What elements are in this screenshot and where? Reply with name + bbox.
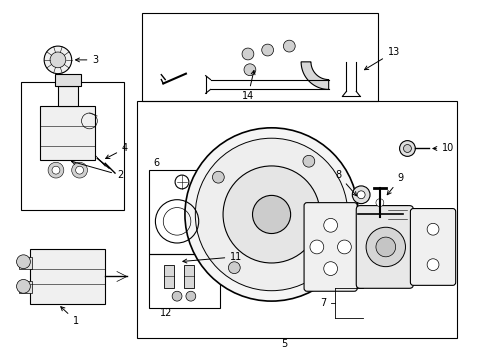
Circle shape <box>337 240 350 254</box>
Circle shape <box>184 128 358 301</box>
Bar <box>149 170 205 254</box>
Bar <box>21 82 123 210</box>
Bar <box>19 282 32 293</box>
Circle shape <box>351 186 369 204</box>
Text: 11: 11 <box>183 252 242 263</box>
Text: 8: 8 <box>335 170 356 196</box>
Circle shape <box>357 191 365 199</box>
Circle shape <box>309 240 323 254</box>
Circle shape <box>426 259 438 271</box>
Circle shape <box>48 162 64 178</box>
Bar <box>137 101 456 338</box>
Circle shape <box>375 199 383 207</box>
Circle shape <box>375 237 395 257</box>
Circle shape <box>223 166 320 263</box>
FancyBboxPatch shape <box>356 206 412 288</box>
Circle shape <box>366 227 405 267</box>
Bar <box>30 249 105 304</box>
Bar <box>58 86 78 106</box>
Bar <box>183 265 193 288</box>
Circle shape <box>323 219 337 232</box>
Circle shape <box>195 138 347 291</box>
Text: 2: 2 <box>71 161 123 180</box>
Text: 4: 4 <box>105 144 128 158</box>
Bar <box>55 74 81 86</box>
Circle shape <box>244 64 255 76</box>
Bar <box>387 204 407 224</box>
FancyBboxPatch shape <box>304 203 357 291</box>
Circle shape <box>261 44 273 56</box>
Text: 14: 14 <box>242 71 254 101</box>
Circle shape <box>17 255 30 269</box>
Bar <box>142 13 377 101</box>
Circle shape <box>323 262 337 275</box>
Circle shape <box>283 40 295 52</box>
FancyBboxPatch shape <box>409 208 455 285</box>
Text: 1: 1 <box>61 307 79 326</box>
Circle shape <box>318 246 330 258</box>
Circle shape <box>242 48 253 60</box>
Text: 13: 13 <box>364 47 399 70</box>
Circle shape <box>426 223 438 235</box>
Circle shape <box>228 262 240 274</box>
Text: 9: 9 <box>386 173 403 195</box>
Circle shape <box>50 52 66 68</box>
Circle shape <box>44 46 72 74</box>
Bar <box>164 265 174 288</box>
Circle shape <box>399 141 414 156</box>
Text: 10: 10 <box>432 144 453 153</box>
Circle shape <box>17 279 30 293</box>
Circle shape <box>303 155 314 167</box>
Circle shape <box>52 166 60 174</box>
Circle shape <box>403 145 410 152</box>
Bar <box>40 106 95 160</box>
Circle shape <box>72 162 87 178</box>
Bar <box>19 257 32 269</box>
Text: 5: 5 <box>281 339 287 350</box>
Polygon shape <box>301 62 328 89</box>
Circle shape <box>185 291 195 301</box>
Text: 7: 7 <box>320 298 326 308</box>
Text: 6: 6 <box>153 158 159 168</box>
Text: 3: 3 <box>76 55 98 65</box>
Circle shape <box>76 166 83 174</box>
Bar <box>149 254 220 308</box>
Circle shape <box>252 195 290 234</box>
Text: 12: 12 <box>160 308 172 318</box>
Circle shape <box>212 171 224 183</box>
Circle shape <box>172 291 182 301</box>
